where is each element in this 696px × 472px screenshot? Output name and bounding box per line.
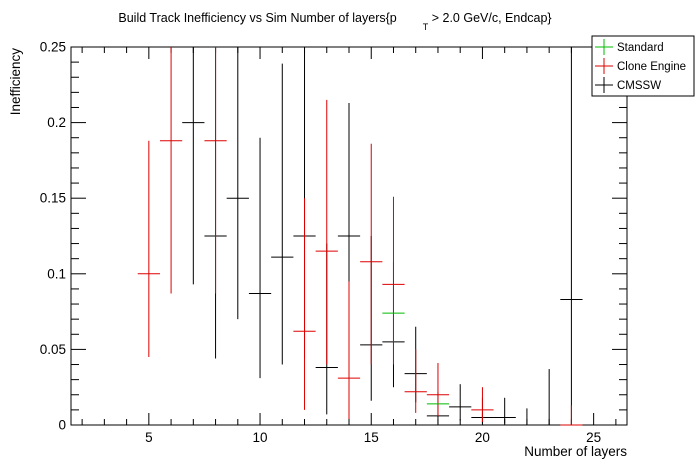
- data-point: [426, 363, 450, 416]
- legend-label: Standard: [617, 42, 664, 54]
- legend-item: CMSSW: [595, 77, 661, 93]
- y-tick-label: 0.25: [40, 40, 66, 55]
- data-point: [515, 408, 539, 426]
- legend-item: Clone Engine: [595, 58, 686, 74]
- chart-title: Build Track Inefficiency vs Sim Number o…: [118, 11, 551, 32]
- data-point: [493, 397, 516, 424]
- data-point: [159, 47, 183, 294]
- data-point: [271, 63, 294, 365]
- series-cmssw: [182, 47, 583, 426]
- legend-item: Standard: [595, 39, 664, 55]
- data-point: [449, 384, 472, 421]
- x-tick-label: 5: [145, 430, 153, 445]
- chart-title-main: Build Track Inefficiency vs Sim Number o…: [118, 11, 396, 25]
- series-clone-engine: [137, 47, 583, 426]
- y-tick-label: 0.15: [40, 191, 66, 206]
- y-tick-label: 0.05: [40, 342, 66, 357]
- data-point: [382, 196, 405, 365]
- data-point: [560, 47, 583, 425]
- data-point: [315, 99, 338, 365]
- x-axis-label: Number of layers: [524, 444, 627, 459]
- x-tick-label: 15: [364, 430, 379, 445]
- series-standard: [382, 312, 450, 405]
- data-point: [360, 143, 383, 365]
- y-tick-label: 0.1: [47, 266, 66, 281]
- data-point: [137, 140, 160, 357]
- data-point: [204, 47, 227, 294]
- x-tick-label: 20: [475, 430, 490, 445]
- legend: Standard Clone Engine CMSSW: [591, 35, 695, 97]
- series-layer: [137, 47, 583, 426]
- chart-title-rest: > 2.0 GeV/c, Endcap}: [428, 11, 551, 25]
- data-point: [471, 387, 494, 422]
- data-point: [538, 369, 561, 426]
- data-point: [226, 47, 249, 320]
- data-point: [404, 349, 427, 413]
- legend-label: CMSSW: [617, 80, 661, 92]
- data-point: [293, 198, 316, 410]
- data-point: [337, 281, 361, 419]
- y-tick-label: 0: [58, 418, 66, 433]
- y-axis: 0 0.05 0.1 0.15 0.2 0.25: [40, 40, 627, 433]
- data-point: [560, 405, 583, 426]
- y-tick-label: 0.2: [47, 115, 66, 130]
- legend-label: Clone Engine: [617, 61, 686, 73]
- data-point: [248, 137, 272, 379]
- x-tick-label: 25: [586, 430, 601, 445]
- y-axis-label: Inefficiency: [8, 48, 23, 116]
- data-point: [182, 47, 205, 285]
- x-tick-label: 10: [253, 430, 268, 445]
- chart-title-subscript: T: [423, 22, 429, 32]
